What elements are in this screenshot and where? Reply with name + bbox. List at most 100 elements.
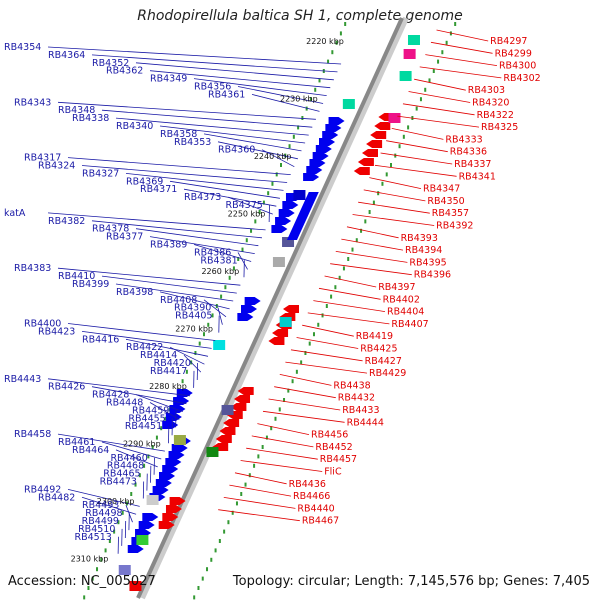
right-leader-line [268,398,341,411]
gene-block [213,340,226,350]
forward-gene-arrow [138,521,155,529]
left-leader-line [149,236,255,254]
left-leader-line [67,323,216,341]
tick-dot [368,210,371,214]
kbp-tick-label: 2280 kbp [149,382,187,391]
tick-dot [288,144,291,149]
left-gene-label: RB4356 [194,82,231,93]
right-leader-line [346,226,399,239]
tick-dot [244,482,247,487]
right-gene-label: RB4320 [472,98,509,109]
left-gene-label: RB4420 [154,358,191,369]
right-gene-label: RB4302 [503,73,540,84]
right-leader-line [419,66,502,79]
tick-dot [335,40,338,45]
right-gene-label: RB4452 [315,442,352,453]
right-gene-label: RB4457 [320,454,357,465]
forward-gene-arrow [155,479,172,487]
left-leader-line [81,496,137,515]
tick-dot [108,539,111,543]
left-leader-line [81,165,288,183]
tick-dot [155,435,158,440]
right-leader-line [386,140,448,153]
tick-dot [258,210,261,214]
reverse-gene-arrow [158,521,175,529]
left-gene-label: RB4373 [184,192,221,203]
tick-dot [300,360,303,365]
reverse-gene-arrow [234,395,251,403]
forward-gene-arrow [162,421,179,429]
left-gene-label: RB4360 [218,145,255,156]
right-leader-line [218,509,300,522]
tick-dot [143,463,146,468]
tick-dot [283,398,286,402]
tick-dot [271,181,274,186]
tick-dot [278,407,281,412]
left-gene-label: RB4461 [58,437,95,448]
right-gene-label: RB4393 [401,233,438,244]
right-gene-label: RB4436 [289,479,326,490]
left-gene-label: RB4389 [150,240,187,251]
tick-dot [415,106,418,111]
tick-dot [385,172,388,177]
tick-dot [160,426,163,431]
kbp-tick-label: 2250 kbp [228,210,266,219]
right-gene-label: RB4297 [490,36,527,47]
right-gene-label: RB4395 [409,257,446,268]
tick-dot [297,125,300,130]
left-leader-line [115,117,309,136]
left-leader-line [227,196,273,215]
right-gene-label: RB4425 [360,344,397,355]
forward-gene-arrow [322,131,339,139]
reverse-gene-arrow [374,122,391,130]
left-gene-label: RB4428 [92,390,129,401]
left-leader-line [217,307,223,325]
kbp-tick-label: 2300 kbp [97,497,135,506]
tick-dot [301,116,304,120]
tick-dot [214,548,217,553]
left-leader-line [203,299,227,318]
left-gene-label: RB4352 [92,58,129,69]
right-leader-line [330,263,412,276]
gene-block [403,49,416,59]
right-gene-label: RB4427 [365,356,402,367]
tick-dot [100,557,103,562]
kbp-tick-label: 2310 kbp [71,555,109,564]
left-gene-label: RB4499 [82,516,119,527]
left-gene-label: RB4455 [128,413,165,424]
left-leader-line [135,62,334,81]
tick-dot [342,266,345,271]
right-gene-label: RB4394 [405,245,442,256]
right-leader-line [341,238,404,251]
tick-dot [147,454,150,459]
right-gene-label: RB4433 [342,405,379,416]
tick-dot [292,134,295,139]
right-gene-label: RB4322 [477,110,514,121]
left-gene-label: RB4423 [38,326,75,337]
forward-gene-arrow [319,138,336,146]
forward-gene-arrow [142,513,159,521]
left-gene-label: RB4371 [140,184,177,195]
left-gene-label: RB4448 [106,398,143,409]
tick-dot [117,520,120,525]
tick-dot [339,31,342,36]
tick-dot [274,416,277,421]
left-leader-line [217,141,298,160]
right-leader-line [430,41,493,54]
tick-dot [291,379,294,384]
tick-dot [275,172,278,177]
left-leader-line [193,78,327,96]
tick-dot [207,322,210,327]
right-leader-line [262,410,345,423]
left-leader-line [251,94,320,112]
tick-dot [206,567,209,572]
reverse-gene-arrow [353,167,370,175]
left-gene-label: RB4398 [116,287,153,298]
reverse-gene-arrow [223,419,240,427]
left-gene-label: RB4465 [103,469,140,480]
right-gene-label: RB4350 [427,196,464,207]
gene-block [293,190,306,200]
right-gene-label: RB4438 [333,380,370,391]
reverse-gene-arrow [357,158,374,166]
backbone-shadow [139,16,409,600]
